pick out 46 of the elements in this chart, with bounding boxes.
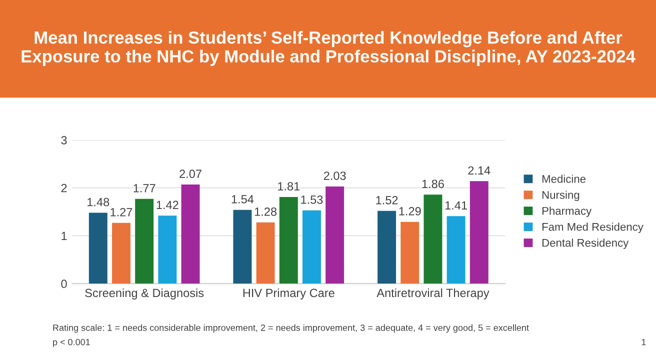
data-label: 1.48 [88, 198, 110, 206]
x-tick-label: Antiretroviral Therapy [376, 288, 490, 300]
bar [181, 184, 200, 284]
data-label: 1.52 [376, 196, 398, 204]
bar [158, 216, 177, 284]
data-label: 1.81 [278, 182, 300, 190]
legend-label: Medicine [542, 174, 586, 183]
data-label: 1.42 [156, 200, 178, 210]
data-label: 1.53 [301, 196, 323, 204]
bar [302, 210, 321, 284]
data-label: 1.41 [445, 201, 467, 210]
bar [279, 196, 298, 284]
bar [233, 210, 252, 284]
data-label: 1.29 [399, 207, 421, 216]
chart-title: Mean Increases in Students’ Self-Reported Knowledge Before and After Exposure to the NHC by Module and Professional Discipline, AY 2023-2024 [22, 30, 636, 66]
data-label: 2.07 [180, 170, 202, 178]
bar [88, 212, 108, 284]
bar [446, 216, 466, 284]
bar [326, 186, 344, 284]
legend-label: Pharmacy [542, 206, 592, 218]
text: 1 [642, 338, 646, 346]
y-tick-label: 1 [62, 232, 67, 240]
data-label: 1.77 [134, 184, 156, 192]
x-tick-label: HIV Primary Care [243, 288, 334, 300]
y-tick-label: 0 [61, 280, 67, 288]
bar [135, 198, 154, 284]
data-label: 1.54 [232, 195, 254, 204]
data-label: 2.14 [468, 166, 490, 175]
text: Rating scale: 1 = needs considerable improvement, 2 = needs improvement, 3 = adequate, 4 = very good, 5 = excellent [53, 324, 529, 333]
bar [256, 222, 275, 284]
legend-label: Fam Med Residency [542, 222, 644, 233]
y-tick-label: 3 [61, 136, 67, 144]
bar [424, 194, 442, 284]
text: p < 0.001 [53, 338, 90, 348]
bar [470, 181, 488, 284]
bar [378, 210, 396, 284]
data-label: 1.27 [110, 208, 132, 216]
bar [112, 222, 130, 284]
legend-label: Nursing [542, 190, 580, 202]
bar [400, 222, 420, 284]
data-label: 1.86 [422, 180, 444, 188]
data-label: 2.03 [324, 172, 346, 180]
x-tick-label: Screening & Diagnosis [85, 288, 204, 300]
legend-label: Dental Residency [542, 238, 629, 249]
data-label: 1.28 [254, 207, 277, 216]
y-tick-label: 2 [61, 184, 67, 192]
